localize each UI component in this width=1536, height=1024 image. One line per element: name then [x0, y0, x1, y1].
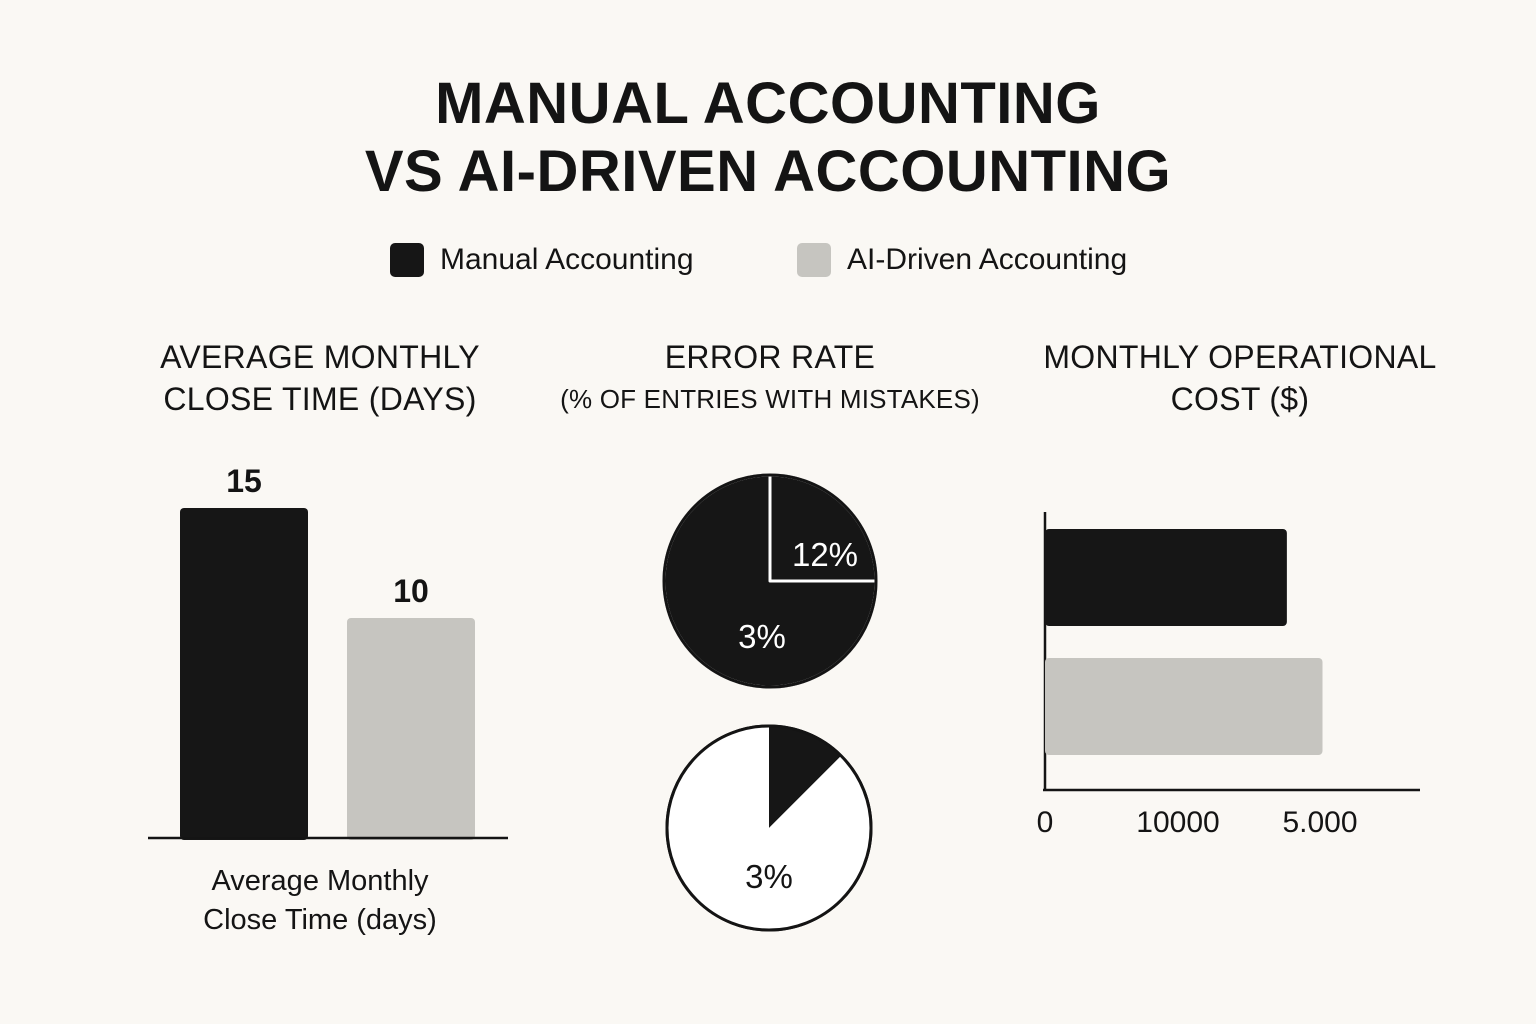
error-pie-1-slice-0 [769, 726, 842, 828]
close-time-bar-1 [347, 618, 475, 840]
error-rate-title-main: ERROR RATE [664, 339, 876, 375]
cost-title-line1: MONTHLY OPERATIONAL [1043, 339, 1437, 375]
cost-title: MONTHLY OPERATIONAL COST ($) [1010, 336, 1470, 420]
close-time-caption-line1: Average Monthly [211, 865, 429, 897]
legend-swatch-manual [390, 243, 424, 277]
close-time-value-label-1: 10 [393, 573, 429, 609]
close-time-caption-line2: Close Time (days) [203, 904, 437, 936]
error-rate-subtitle: (% OF ENTRIES WITH MISTAKES) [560, 384, 980, 414]
close-time-title-line2: CLOSE TIME (DAYS) [163, 381, 477, 417]
cost-bar-1 [1045, 658, 1323, 755]
error-pie-1-slice-1 [667, 726, 871, 931]
legend-label-manual: Manual Accounting [440, 243, 694, 276]
cost-x-tick-0: 0 [1037, 806, 1054, 839]
close-time-bar-0 [180, 508, 308, 840]
legend-label-ai: AI-Driven Accounting [847, 243, 1128, 276]
cost-title-line2: COST ($) [1170, 381, 1310, 417]
cost-x-tick-1: 10000 [1136, 806, 1219, 839]
close-time-title-line1: AVERAGE MONTHLY [160, 339, 480, 375]
legend-item-manual: Manual Accounting [390, 242, 694, 278]
legend-item-ai: AI-Driven Accounting [797, 242, 1127, 278]
error-pie-0-label-0: 3% [738, 618, 786, 655]
error-pie-0-border [662, 473, 878, 689]
error-pie-1-label-1: 3% [745, 858, 793, 895]
error-rate-title: ERROR RATE (% OF ENTRIES WITH MISTAKES) [540, 336, 1000, 420]
error-pie-0-label-1: 12% [792, 536, 858, 573]
cost-x-tick-2: 5.000 [1282, 806, 1357, 839]
cost-bar-0 [1045, 529, 1287, 626]
chart-title-line1: MANUAL ACCOUNTING [435, 71, 1101, 136]
close-time-caption: Average Monthly Close Time (days) [150, 862, 490, 940]
close-time-value-label-0: 15 [226, 463, 262, 499]
legend-swatch-ai [797, 243, 831, 277]
close-time-title: AVERAGE MONTHLY CLOSE TIME (DAYS) [120, 336, 520, 420]
error-pie-1-border [665, 724, 873, 932]
chart-title-line2: VS AI-DRIVEN ACCOUNTING [364, 139, 1172, 204]
